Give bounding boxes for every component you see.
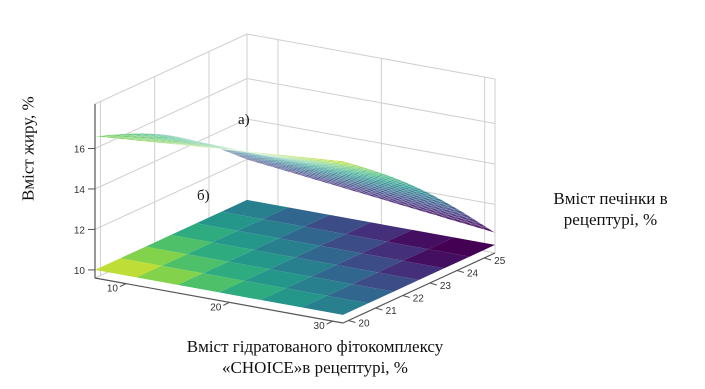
floor-cell	[387, 229, 454, 250]
floor-cell	[428, 237, 495, 257]
floor-cell	[304, 214, 371, 235]
surface-cell	[347, 163, 364, 168]
y-gridline	[94, 118, 496, 190]
floor-cell	[237, 219, 305, 239]
x-axis-line	[94, 277, 344, 324]
y-gridline	[94, 77, 496, 149]
y-tick-label: 10	[74, 266, 86, 277]
z-tick-label: 24	[467, 269, 479, 280]
surface-cell	[464, 216, 482, 225]
z-tick	[348, 320, 356, 323]
surface-cell	[333, 160, 350, 164]
floor-cell	[203, 261, 270, 281]
floor-cell	[295, 245, 362, 265]
z-tick-label: 21	[386, 306, 398, 317]
floor-cell	[221, 199, 289, 220]
tick-labels: 10 12 14 16 10 20 30 20 21 22 23 24 25	[74, 145, 506, 333]
surface-a	[94, 133, 496, 233]
surface-cell	[478, 225, 496, 233]
axes-lines	[94, 104, 496, 324]
surface-cell	[437, 200, 454, 207]
z-tick	[484, 257, 492, 261]
z-tick	[402, 295, 410, 298]
floor-cell	[136, 265, 203, 285]
surface-cell	[471, 221, 489, 229]
z-axis-line	[342, 252, 496, 324]
floor-cell	[228, 249, 295, 270]
x-axis-title: Вміст гідратованого фітокомплексу «CHOIC…	[110, 336, 520, 379]
floor-cell	[219, 280, 286, 300]
y-axis-title: Вміст жиру, %	[18, 96, 38, 201]
z-tick-label: 20	[358, 319, 370, 330]
floor-cell	[260, 288, 327, 308]
z-tick-label: 22	[413, 294, 425, 305]
floor-cell	[345, 222, 413, 242]
surface-cell	[450, 208, 468, 216]
surface-cell	[381, 174, 399, 180]
x-tick	[119, 283, 127, 288]
x-tick-label: 20	[210, 302, 222, 313]
floor-cell	[285, 276, 353, 296]
floor-cell	[361, 241, 429, 261]
z-tick	[456, 270, 465, 273]
surface-label-a: а)	[238, 112, 250, 128]
floor-cell	[327, 284, 394, 304]
z-tick	[375, 307, 383, 311]
floor-cell	[120, 246, 187, 266]
floor-cell	[403, 249, 470, 269]
floor-cell	[269, 257, 337, 277]
floor-cell	[336, 253, 403, 273]
z-tick	[429, 282, 437, 286]
floor-cell	[253, 238, 321, 258]
floor-cell	[177, 273, 245, 293]
surface-cell	[395, 180, 413, 186]
z-axis-title-line1: Вміст печінки в	[553, 189, 668, 208]
z-tick-label: 25	[494, 256, 506, 267]
z-tick-label: 23	[440, 281, 452, 292]
floor-cell	[320, 234, 387, 254]
surface-b	[95, 199, 495, 315]
z-axis-title: Вміст печінки в рецептурі, %	[518, 188, 703, 231]
z-axis-title-line2: рецептурі, %	[563, 210, 658, 230]
floor-cell	[187, 242, 254, 262]
floor-cell	[301, 295, 369, 315]
y-tick-label: 14	[74, 185, 86, 196]
x-tick-label: 10	[107, 284, 119, 295]
floor-cell	[311, 264, 378, 285]
floor-cell	[145, 234, 213, 255]
floor-cell	[244, 269, 311, 289]
y-tick-label: 12	[74, 225, 86, 236]
floor-cell	[352, 272, 419, 292]
x-axis-title-line2: «CHOICE»в рецептурі, %	[222, 358, 408, 378]
surface-cell	[416, 189, 433, 196]
x-axis-title-line1: Вміст гідратованого фітокомплексу	[186, 337, 444, 356]
floor-cell	[377, 260, 445, 280]
x-tick-label: 30	[314, 321, 326, 332]
surface-cell	[457, 212, 475, 220]
surface-label-b: б)	[197, 188, 210, 204]
x-tick	[223, 301, 230, 306]
floor-cell	[212, 230, 279, 250]
surface-cell	[430, 196, 447, 203]
floor-cell	[161, 254, 229, 274]
floor-cell	[196, 211, 263, 231]
x-tick	[326, 320, 333, 325]
floor-cell	[279, 226, 346, 246]
y-tick-label: 16	[74, 145, 86, 156]
floor-cell	[171, 223, 238, 243]
floor-cell	[263, 207, 330, 227]
surface-cell	[409, 186, 426, 192]
floor-cell	[95, 258, 162, 278]
